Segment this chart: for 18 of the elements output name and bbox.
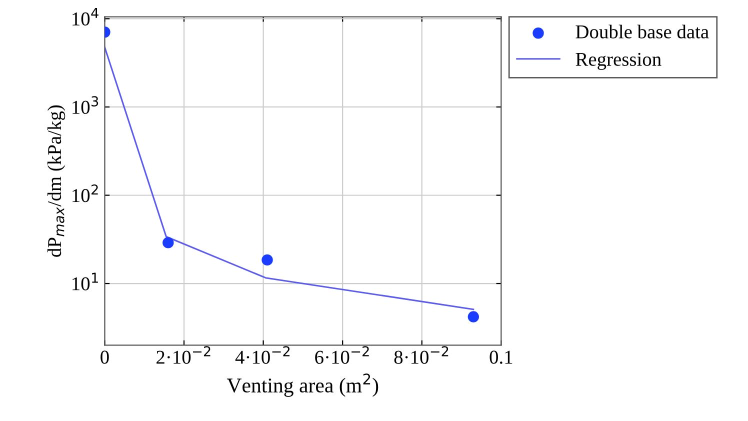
y-axis-title: dP$_{max}$/dm (kPa/kg) xyxy=(47,105,66,257)
legend-label: Regression xyxy=(576,52,662,70)
y-tick-label: 10$^{2}$ xyxy=(72,184,98,202)
point xyxy=(262,254,273,266)
x-tick-label: 2·10$^{−2}$ xyxy=(156,346,210,364)
point xyxy=(162,237,174,248)
x-tick-label: 6·10$^{−2}$ xyxy=(315,346,369,364)
point xyxy=(468,311,480,322)
x-tick-label: 0.1 xyxy=(490,350,512,364)
y-tick-label: 10$^{4}$ xyxy=(72,8,98,26)
line-series xyxy=(104,46,474,310)
y-tick-label: 10$^{3}$ xyxy=(72,96,98,114)
x-tick-label: 8·10$^{−2}$ xyxy=(394,346,448,364)
legend-label: Double base data xyxy=(576,24,709,38)
x-axis-title: Venting area (m$^{2}$) xyxy=(226,374,378,397)
y-tick-label: 10$^{1}$ xyxy=(72,272,98,290)
x-tick-label: 0 xyxy=(100,350,109,364)
x-tick-label: 4·10$^{−2}$ xyxy=(235,346,290,364)
